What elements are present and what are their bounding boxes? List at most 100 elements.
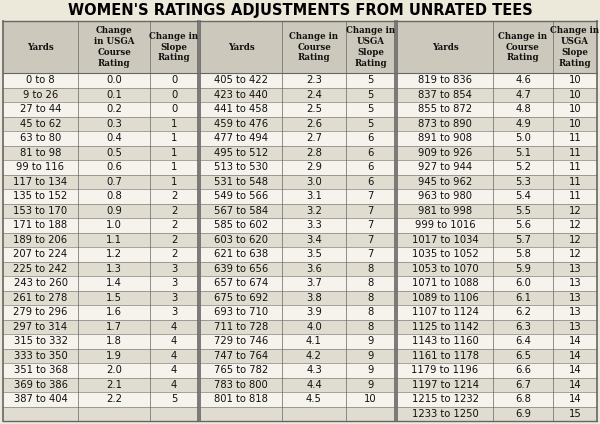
Text: 4: 4 bbox=[171, 322, 177, 332]
Bar bbox=[3, 87, 198, 102]
Text: 4.0: 4.0 bbox=[306, 322, 322, 332]
Text: 5: 5 bbox=[367, 75, 374, 85]
Text: Change in
USGA
Slope
Rating: Change in USGA Slope Rating bbox=[550, 26, 599, 67]
Bar bbox=[397, 175, 597, 189]
Text: 4: 4 bbox=[171, 365, 177, 375]
Text: 6.1: 6.1 bbox=[515, 293, 531, 303]
Text: 4.5: 4.5 bbox=[306, 394, 322, 404]
Text: 3.8: 3.8 bbox=[306, 293, 322, 303]
Text: 11: 11 bbox=[569, 177, 581, 187]
Text: 13: 13 bbox=[569, 278, 581, 288]
Text: 6.2: 6.2 bbox=[515, 307, 531, 317]
Text: 2.1: 2.1 bbox=[106, 380, 122, 390]
Text: 6.5: 6.5 bbox=[515, 351, 531, 361]
Text: 13: 13 bbox=[569, 293, 581, 303]
Text: 13: 13 bbox=[569, 264, 581, 274]
Text: 1.0: 1.0 bbox=[106, 220, 122, 230]
Text: 1071 to 1088: 1071 to 1088 bbox=[412, 278, 478, 288]
Text: 7: 7 bbox=[367, 191, 374, 201]
Text: 1089 to 1106: 1089 to 1106 bbox=[412, 293, 478, 303]
Text: 63 to 80: 63 to 80 bbox=[20, 133, 61, 143]
Text: 5.8: 5.8 bbox=[515, 249, 531, 259]
Bar bbox=[397, 21, 597, 73]
Text: 1035 to 1052: 1035 to 1052 bbox=[412, 249, 478, 259]
Bar bbox=[397, 247, 597, 262]
Text: 873 to 890: 873 to 890 bbox=[418, 119, 472, 129]
Text: 999 to 1016: 999 to 1016 bbox=[415, 220, 475, 230]
Text: 171 to 188: 171 to 188 bbox=[13, 220, 68, 230]
Text: 11: 11 bbox=[569, 148, 581, 158]
Text: 459 to 476: 459 to 476 bbox=[214, 119, 268, 129]
Bar bbox=[397, 218, 597, 232]
Text: 1.3: 1.3 bbox=[106, 264, 122, 274]
Text: 855 to 872: 855 to 872 bbox=[418, 104, 472, 114]
Text: 8: 8 bbox=[367, 264, 374, 274]
Text: 5.1: 5.1 bbox=[515, 148, 531, 158]
Text: 189 to 206: 189 to 206 bbox=[13, 235, 68, 245]
Text: Change in
USGA
Slope
Rating: Change in USGA Slope Rating bbox=[346, 26, 395, 67]
Text: 0.2: 0.2 bbox=[106, 104, 122, 114]
Text: 621 to 638: 621 to 638 bbox=[214, 249, 268, 259]
Text: 135 to 152: 135 to 152 bbox=[13, 191, 68, 201]
Bar bbox=[397, 334, 597, 349]
Text: 3.6: 3.6 bbox=[306, 264, 322, 274]
Text: 4.7: 4.7 bbox=[515, 90, 531, 100]
Bar bbox=[200, 305, 395, 320]
Text: 1197 to 1214: 1197 to 1214 bbox=[412, 380, 479, 390]
Text: 5: 5 bbox=[367, 104, 374, 114]
Text: 0.1: 0.1 bbox=[106, 90, 122, 100]
Bar bbox=[397, 262, 597, 276]
Bar bbox=[397, 320, 597, 334]
Bar bbox=[3, 102, 198, 117]
Text: 1179 to 1196: 1179 to 1196 bbox=[412, 365, 479, 375]
Text: 81 to 98: 81 to 98 bbox=[20, 148, 61, 158]
Text: 639 to 656: 639 to 656 bbox=[214, 264, 268, 274]
Text: 3: 3 bbox=[171, 278, 177, 288]
Text: 11: 11 bbox=[569, 191, 581, 201]
Text: 765 to 782: 765 to 782 bbox=[214, 365, 268, 375]
Bar bbox=[397, 349, 597, 363]
Text: 6: 6 bbox=[367, 133, 374, 143]
Text: Change in
Course
Rating: Change in Course Rating bbox=[289, 32, 338, 62]
Text: 0.4: 0.4 bbox=[106, 133, 122, 143]
Text: 6.6: 6.6 bbox=[515, 365, 531, 375]
Text: 549 to 566: 549 to 566 bbox=[214, 191, 268, 201]
Text: 1: 1 bbox=[171, 162, 177, 172]
Text: 9: 9 bbox=[367, 351, 374, 361]
Text: 1.1: 1.1 bbox=[106, 235, 122, 245]
Text: WOMEN'S RATINGS ADJUSTMENTS FROM UNRATED TEES: WOMEN'S RATINGS ADJUSTMENTS FROM UNRATED… bbox=[68, 3, 532, 19]
Text: 4: 4 bbox=[171, 380, 177, 390]
Text: 7: 7 bbox=[367, 220, 374, 230]
Text: 333 to 350: 333 to 350 bbox=[14, 351, 67, 361]
Text: 5.6: 5.6 bbox=[515, 220, 531, 230]
Text: 99 to 116: 99 to 116 bbox=[17, 162, 65, 172]
Text: 14: 14 bbox=[569, 336, 581, 346]
Bar bbox=[397, 131, 597, 145]
Text: 675 to 692: 675 to 692 bbox=[214, 293, 268, 303]
Text: 1125 to 1142: 1125 to 1142 bbox=[412, 322, 479, 332]
Bar bbox=[200, 334, 395, 349]
Text: 5: 5 bbox=[367, 90, 374, 100]
Text: 7: 7 bbox=[367, 235, 374, 245]
Text: 819 to 836: 819 to 836 bbox=[418, 75, 472, 85]
Text: 1.8: 1.8 bbox=[106, 336, 122, 346]
Text: 2: 2 bbox=[171, 220, 177, 230]
Bar bbox=[397, 102, 597, 117]
Bar bbox=[397, 407, 597, 421]
Text: 5.9: 5.9 bbox=[515, 264, 531, 274]
Text: 6: 6 bbox=[367, 148, 374, 158]
Text: 5: 5 bbox=[367, 119, 374, 129]
Text: 3: 3 bbox=[171, 293, 177, 303]
Text: 4: 4 bbox=[171, 336, 177, 346]
Text: 225 to 242: 225 to 242 bbox=[13, 264, 68, 274]
Text: 963 to 980: 963 to 980 bbox=[418, 191, 472, 201]
Text: 4.6: 4.6 bbox=[515, 75, 531, 85]
Bar bbox=[397, 160, 597, 175]
Bar bbox=[3, 363, 198, 377]
Text: 2.0: 2.0 bbox=[106, 365, 122, 375]
Text: 2.8: 2.8 bbox=[306, 148, 322, 158]
Text: 1215 to 1232: 1215 to 1232 bbox=[412, 394, 479, 404]
Text: 27 to 44: 27 to 44 bbox=[20, 104, 61, 114]
Text: 1.7: 1.7 bbox=[106, 322, 122, 332]
Text: 4.8: 4.8 bbox=[515, 104, 531, 114]
